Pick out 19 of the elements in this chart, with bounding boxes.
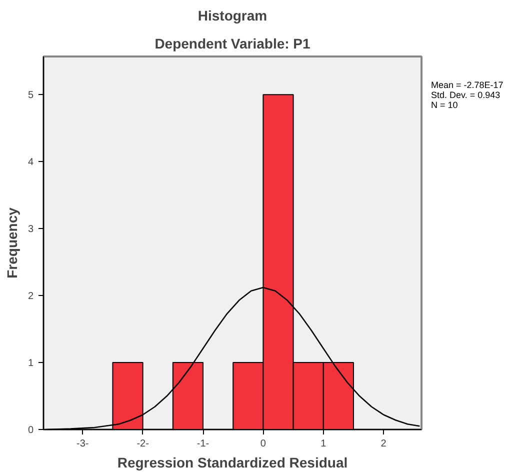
x-tick-label: -3- xyxy=(76,438,89,450)
chart-title: Histogram xyxy=(198,8,268,24)
y-tick-label: 4 xyxy=(28,157,34,168)
text: Std. Dev. = 0.943 xyxy=(431,90,500,100)
x-tick-label: -2- xyxy=(136,438,149,450)
x-tick-label: 0 xyxy=(260,438,266,450)
y-tick-label: 0 xyxy=(28,425,34,436)
text: Mean = -2.78E-17 xyxy=(431,80,504,90)
y-axis-title: Frequency xyxy=(4,207,20,278)
y-tick-label: 3 xyxy=(28,224,34,236)
x-tick-label: 1 xyxy=(320,438,327,450)
x-axis-title: Regression Standardized Residual xyxy=(117,454,348,470)
x-tick-label: 2 xyxy=(380,438,387,450)
text: N = 10 xyxy=(431,100,458,110)
chart-subtitle: Dependent Variable: P1 xyxy=(154,36,311,52)
y-tick-label: 1 xyxy=(28,358,34,370)
y-tick-label: 5 xyxy=(28,90,34,102)
y-tick-label: 2 xyxy=(28,291,34,302)
x-tick-label: -1- xyxy=(196,438,210,450)
